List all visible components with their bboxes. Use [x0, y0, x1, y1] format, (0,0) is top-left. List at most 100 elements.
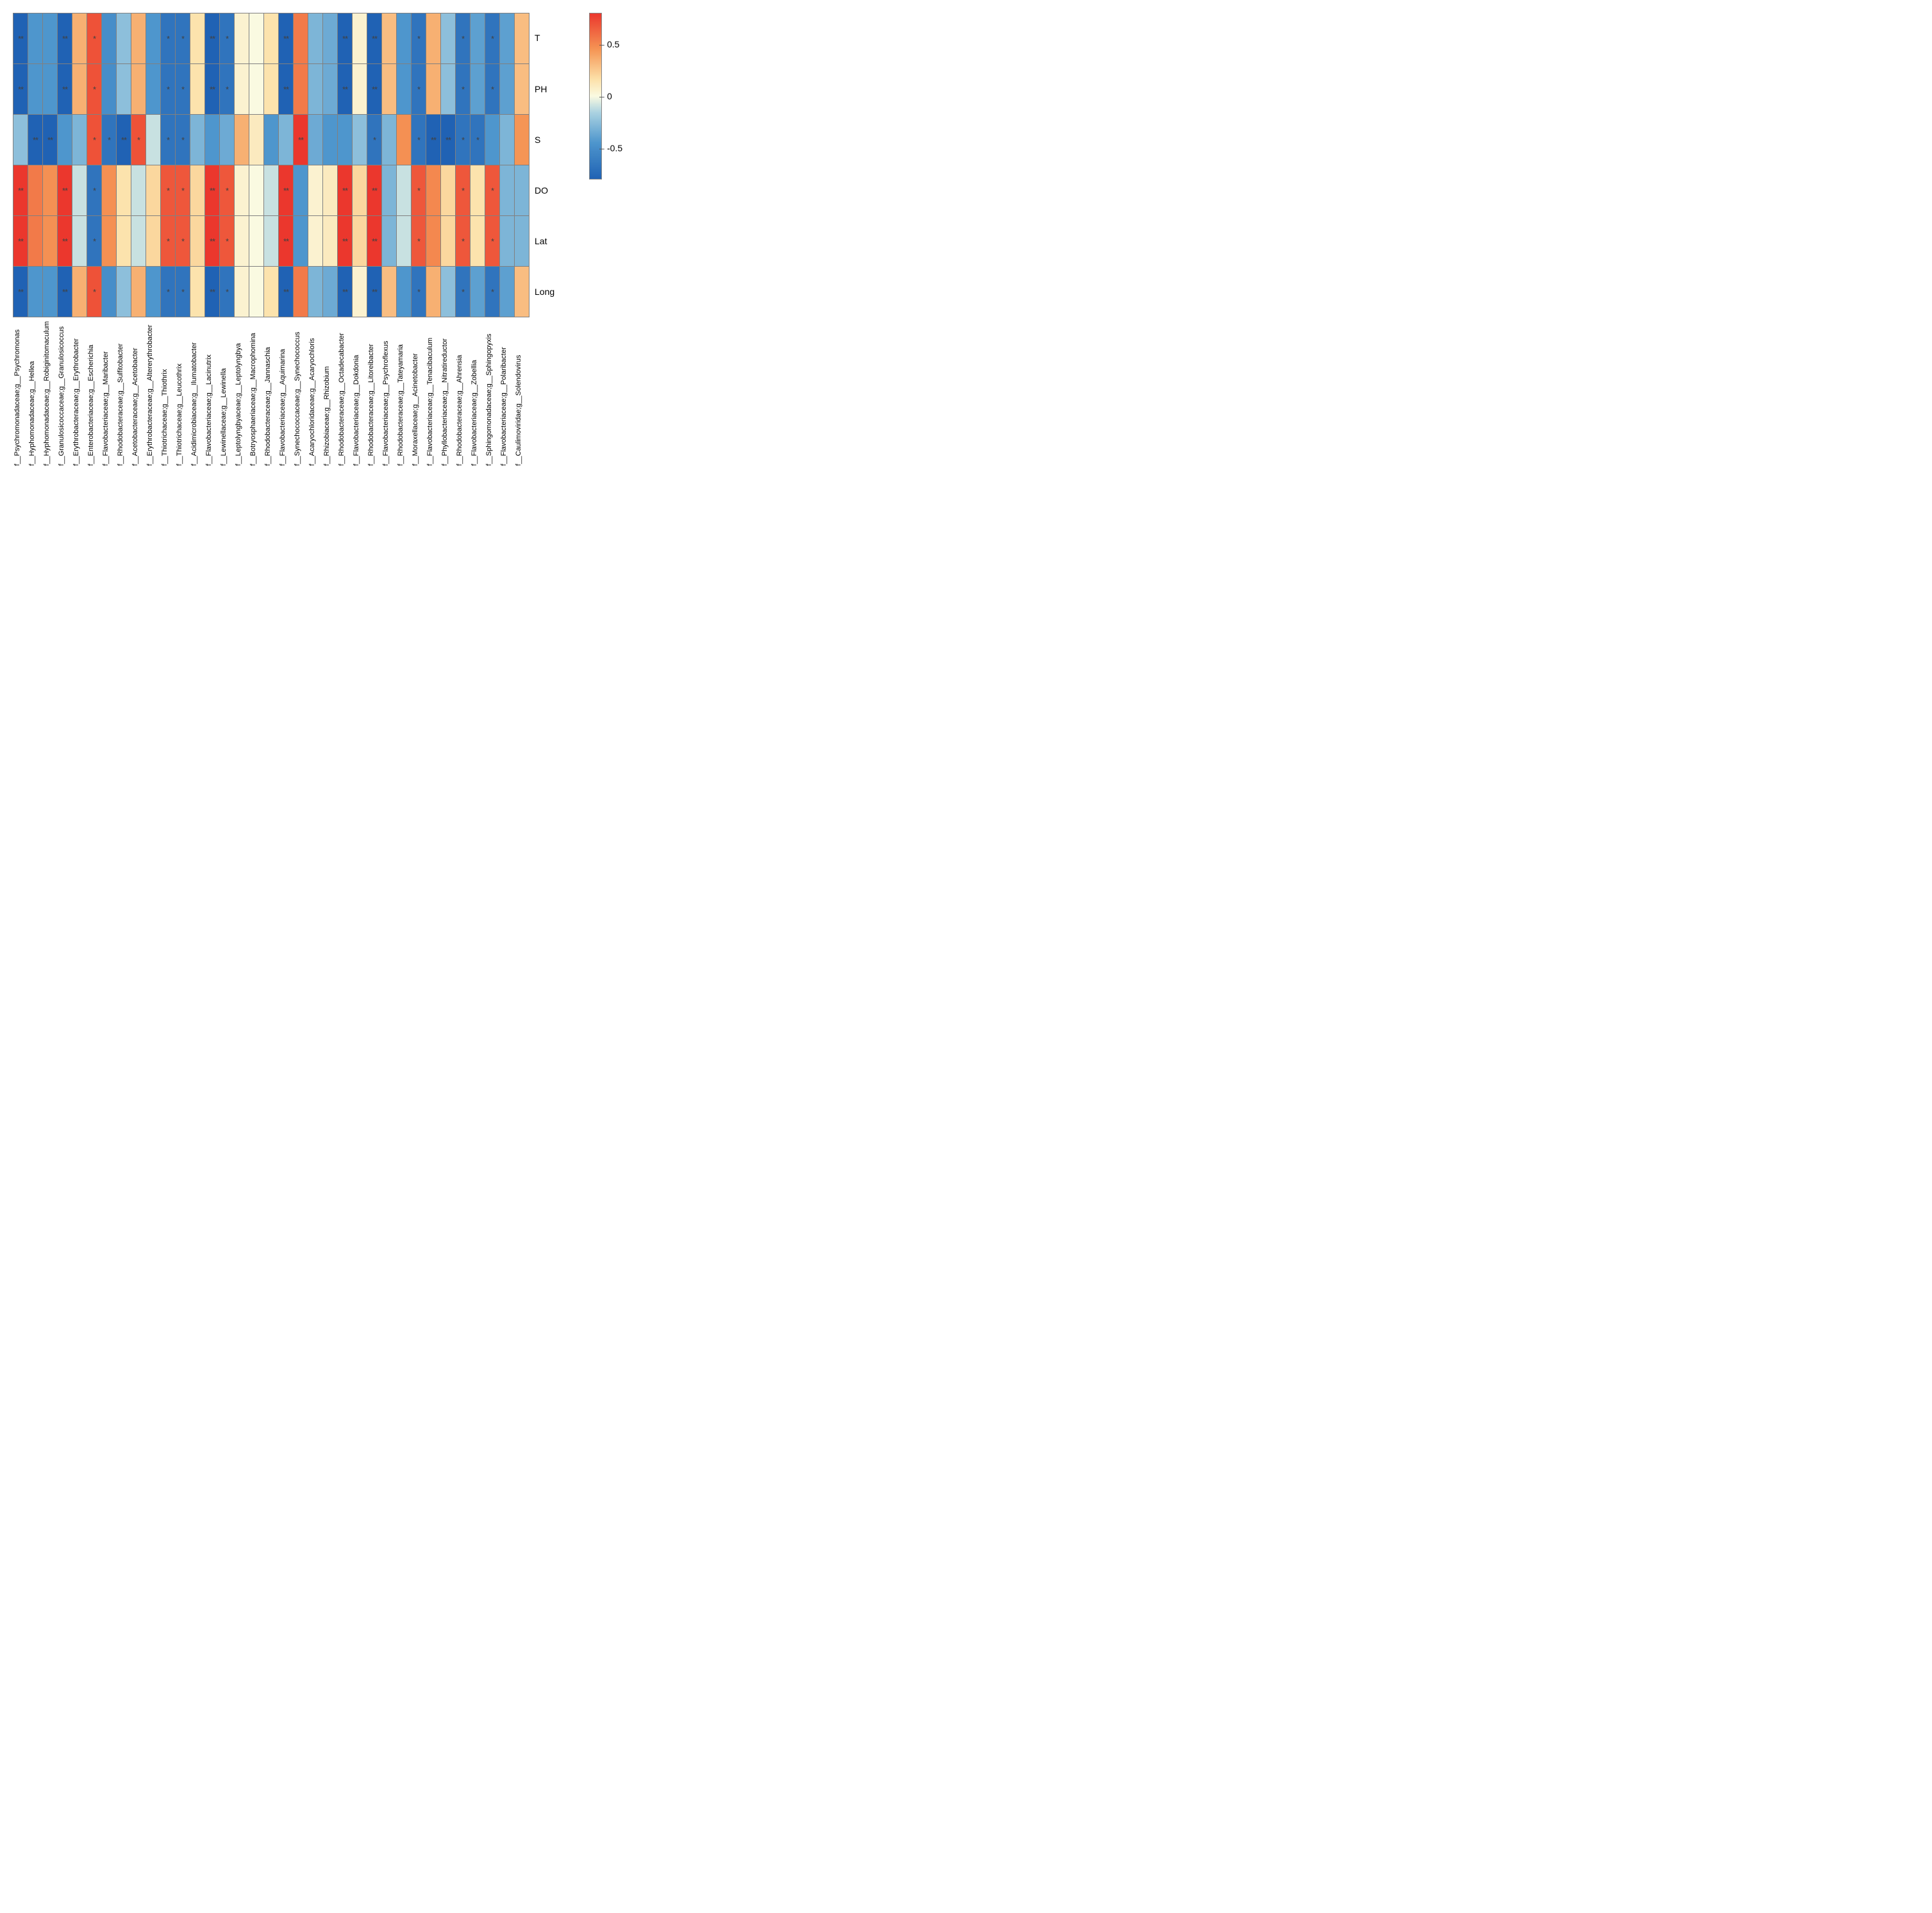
heatmap-row: *******************Lat: [13, 216, 570, 267]
colorbar-tick-label: -0.5: [607, 143, 622, 153]
heatmap-cell: [28, 64, 42, 114]
x-axis-label: f__Erythrobacteraceae;g__Altererythrobac…: [146, 321, 160, 468]
heatmap-cell: [515, 13, 529, 63]
y-axis-label: S: [529, 115, 570, 165]
heatmap-cell: **: [279, 13, 293, 63]
x-axis-label: f__Rhizobiaceae;g__Rhizobium: [323, 321, 337, 468]
x-axis-label: f__Leptolyngbyaceae;g__Leptolyngbya: [235, 321, 249, 468]
heatmap-cell: [353, 165, 367, 215]
heatmap-cell: *: [87, 267, 101, 317]
heatmap-cell: [43, 165, 57, 215]
heatmap-cell: *: [176, 216, 190, 266]
heatmap-cell: [382, 267, 396, 317]
heatmap-cell: [43, 13, 57, 63]
x-axis-label: f__Rhodobacteraceae;g__Sulfitobacter: [117, 321, 131, 468]
heatmap-cell: [500, 165, 514, 215]
heatmap-cell: [515, 267, 529, 317]
heatmap-cell: **: [441, 115, 455, 165]
x-axis-label: f__Hyphomonadaceae;g__Hellea: [28, 321, 42, 468]
x-axis-label: f__Flavobacteriaceae;g__Aquimarina: [279, 321, 293, 468]
heatmap-cell: *: [485, 13, 499, 63]
heatmap-cell: [441, 165, 455, 215]
heatmap-figure: *******************T*******************P…: [13, 13, 1919, 468]
heatmap-cell: [235, 267, 249, 317]
heatmap-cell: *: [161, 267, 175, 317]
heatmap-cell: [72, 64, 87, 114]
heatmap-cell: [13, 115, 28, 165]
heatmap-cell: **: [28, 115, 42, 165]
heatmap-cell: [117, 216, 131, 266]
heatmap-cell: [426, 216, 440, 266]
heatmap-row: *******************PH: [13, 64, 570, 115]
heatmap-cell: *: [220, 165, 234, 215]
heatmap-cell: **: [58, 216, 72, 266]
y-axis-label: Long: [529, 267, 570, 317]
x-axis-label: f__Rhodobacteraceae;g__Tateyamaria: [397, 321, 411, 468]
heatmap-cell: [279, 115, 293, 165]
heatmap-cell: [471, 267, 485, 317]
heatmap-cell: **: [279, 64, 293, 114]
heatmap-cell: [146, 165, 160, 215]
heatmap-cell: [220, 115, 234, 165]
heatmap-cell: [146, 267, 160, 317]
heatmap-row: *******************T: [13, 13, 570, 64]
heatmap-area: *******************T*******************P…: [13, 13, 570, 468]
heatmap-cell: [146, 64, 160, 114]
heatmap-cell: [102, 13, 116, 63]
heatmap-cell: [43, 267, 57, 317]
heatmap-cell: [323, 13, 337, 63]
heatmap-cell: *: [456, 267, 470, 317]
x-axis-label: f__Lewinellaceae;g__Lewinella: [220, 321, 234, 468]
heatmap-cell: [426, 64, 440, 114]
x-axis-label: f__Rhodobacteraceae;g__Litoreibacter: [367, 321, 381, 468]
heatmap-cell: *: [176, 64, 190, 114]
heatmap-cell: [249, 165, 263, 215]
heatmap-cell: [426, 165, 440, 215]
heatmap-cell: **: [367, 64, 381, 114]
heatmap-cell: [190, 13, 204, 63]
heatmap-cell: [28, 267, 42, 317]
heatmap-cell: [58, 115, 72, 165]
heatmap-cell: [353, 64, 367, 114]
x-axis-label: f__Hyphomonadaceae;g__Robiginitomaculum: [43, 321, 57, 468]
heatmap-row: *******************DO: [13, 165, 570, 216]
heatmap-cell: [515, 165, 529, 215]
heatmap-cell: *: [220, 13, 234, 63]
heatmap-cell: [131, 267, 146, 317]
x-axis-label: f__Caulimoviridae;g__Solendovirus: [515, 321, 529, 468]
heatmap-cell: *: [220, 216, 234, 266]
heatmap-cell: [117, 165, 131, 215]
heatmap-cell: *: [412, 115, 426, 165]
heatmap-cell: **: [367, 267, 381, 317]
heatmap-cell: [117, 267, 131, 317]
heatmap-cell: [338, 115, 352, 165]
heatmap-cell: *: [87, 216, 101, 266]
heatmap-cell: [397, 115, 411, 165]
heatmap-cell: [131, 165, 146, 215]
heatmap-cell: **: [205, 216, 219, 266]
heatmap-cell: [264, 13, 278, 63]
x-axis-label: f__Rhodobacteraceae;g__Octadecabacter: [338, 321, 352, 468]
heatmap-cell: [43, 64, 57, 114]
heatmap-cell: *: [456, 115, 470, 165]
heatmap-cell: *: [176, 13, 190, 63]
heatmap-cell: [131, 216, 146, 266]
heatmap-cell: [264, 64, 278, 114]
heatmap-cell: [471, 165, 485, 215]
heatmap-cell: **: [13, 165, 28, 215]
heatmap-cell: [294, 13, 308, 63]
heatmap-cell: [441, 13, 455, 63]
heatmap-cell: *: [176, 267, 190, 317]
heatmap-cell: [235, 64, 249, 114]
heatmap-cell: [308, 267, 322, 317]
heatmap-cell: [249, 216, 263, 266]
heatmap-cell: [28, 216, 42, 266]
heatmap-cell: [190, 64, 204, 114]
x-axis-label: f__Flavobacteriaceae;g__Tenacibaculum: [426, 321, 440, 468]
heatmap-cell: **: [367, 216, 381, 266]
colorbar-tick-label: 0: [607, 91, 612, 101]
heatmap-cell: [471, 13, 485, 63]
heatmap-cell: [72, 165, 87, 215]
heatmap-cell: *: [161, 13, 175, 63]
x-axis-label: f__Flavobacteriaceae;g__Dokdonia: [353, 321, 367, 468]
